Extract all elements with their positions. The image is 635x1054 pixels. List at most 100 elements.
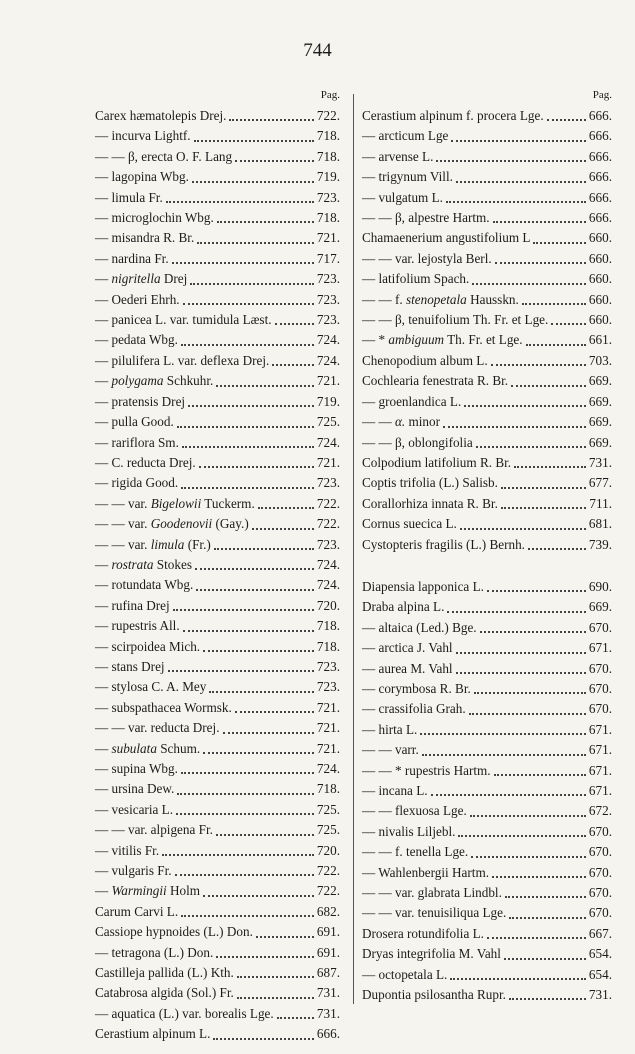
name-part: — pilulifera L. var. deflexa Drej.	[95, 352, 270, 368]
name-part: Cystopteris fragilis (L.) Bernh.	[362, 536, 525, 552]
index-entry: — — β, oblongifolia 669.	[362, 433, 612, 453]
name-part: — — f. tenella Lge.	[362, 844, 469, 860]
page-ref: 721.	[316, 720, 340, 736]
entry-name: — rigida Good.	[95, 473, 178, 493]
page-ref: 667.	[588, 925, 612, 941]
name-part: Cornus suecica L.	[362, 516, 457, 532]
entry-name: — — α. minor	[362, 412, 440, 432]
name-part: nigritella	[111, 271, 161, 287]
index-entry: — incurva Lightf. 718.	[95, 126, 340, 146]
dot-leader	[182, 303, 314, 306]
page-ref: 724.	[316, 556, 340, 572]
entry-name: — — flexuosa Lge.	[362, 801, 467, 821]
index-entry: — arcticum Lge 666.	[362, 126, 612, 146]
page-ref: 670.	[588, 885, 612, 901]
page-ref: 677.	[588, 475, 612, 491]
dot-leader	[235, 160, 314, 163]
name-part: — — var. glabrata Lindbl.	[362, 885, 502, 901]
page-ref: 722.	[316, 863, 340, 879]
dot-leader	[486, 937, 586, 940]
page-ref: 666.	[588, 210, 612, 226]
page-ref: 723.	[316, 189, 340, 205]
index-entry: — rupestris All. 718.	[95, 616, 340, 636]
name-part: Bigelowii	[150, 495, 202, 511]
name-part: Drosera rotundifolia L.	[362, 925, 484, 941]
entry-name: — aurea M. Vahl	[362, 659, 453, 679]
dot-leader	[216, 384, 314, 387]
index-entry: — rigida Good. 723.	[95, 473, 340, 493]
name-part: Cerastium alpinum f. procera Lge.	[362, 108, 544, 123]
entry-name: Carum Carvi L.	[95, 902, 178, 922]
entry-name: — groenlandica L.	[362, 392, 461, 412]
page-ref: 669.	[588, 599, 612, 615]
column-rule	[353, 94, 354, 1004]
index-entry: — rostrata Stokes 724.	[95, 555, 340, 575]
entry-name: — limula Fr.	[95, 188, 163, 208]
entry-name: — nivalis Liljebl.	[362, 822, 455, 842]
entry-name: — rotundata Wbg.	[95, 575, 193, 595]
name-part: — latifolium Spach.	[362, 271, 470, 287]
page-ref: 722.	[316, 495, 340, 511]
dot-leader	[180, 343, 314, 346]
name-part: Holm	[166, 883, 201, 899]
dot-leader	[469, 814, 586, 817]
entry-name: — — var. limula (Fr.)	[95, 535, 211, 555]
name-part: — — varr.	[362, 742, 419, 758]
index-entry: — — β, tenuifolium Th. Fr. et Lge. 660.	[362, 310, 612, 330]
dot-leader	[500, 486, 586, 489]
name-part: — crassifolia Grah.	[362, 701, 466, 717]
entry-block: Carex hæmatolepis Drej. 722. — incurva Lig…	[95, 106, 340, 1045]
name-part: — arvense L.	[362, 148, 434, 164]
index-entry: Carum Carvi L. 682.	[95, 902, 340, 922]
page-ref: 723.	[316, 312, 340, 328]
dot-leader	[203, 894, 314, 897]
index-entry: — — var. Bigelowii Tuckerm. 722.	[95, 494, 340, 514]
page-ref: 669.	[588, 434, 612, 450]
dot-leader	[196, 588, 314, 591]
entry-name: Chamaenerium angustifolium L	[362, 228, 530, 248]
entry-name: — lagopina Wbg.	[95, 167, 189, 187]
name-part: Warmingii	[111, 883, 167, 899]
page-ref: 682.	[316, 903, 340, 919]
name-part: — lagopina Wbg.	[95, 169, 189, 185]
entry-name: — misandra R. Br.	[95, 228, 194, 248]
name-part: —	[95, 556, 112, 572]
entry-name: Corallorhiza innata R. Br.	[362, 494, 498, 514]
dot-leader	[182, 629, 314, 632]
page-number: 744	[303, 40, 332, 61]
dot-leader	[194, 568, 314, 571]
page-ref: 722.	[316, 108, 340, 123]
entry-name: — arctica J. Vahl	[362, 638, 453, 658]
dot-leader	[274, 323, 314, 326]
index-entry: — groenlandica L. 669.	[362, 392, 612, 412]
name-part: — — var. alpigena Fr.	[95, 822, 213, 838]
index-column: Pag. Carex hæmatolepis Drej. 722. — incurva…	[95, 84, 340, 1045]
index-entry: Diapensia lapponica L. 690.	[362, 577, 612, 597]
index-entry: — C. reducta Drej. 721.	[95, 453, 340, 473]
name-part: —	[95, 373, 112, 389]
name-part: —	[95, 271, 112, 287]
dot-leader	[272, 364, 314, 367]
page-ref: 739.	[588, 536, 612, 552]
entry-name: — — β, tenuifolium Th. Fr. et Lge.	[362, 310, 548, 330]
name-part: — rufina Drej	[95, 597, 170, 613]
dot-leader	[197, 241, 314, 244]
name-part: — —	[362, 414, 395, 430]
index-entry: — incana L. 671.	[362, 781, 612, 801]
dot-leader	[421, 753, 586, 756]
name-part: Catabrosa algida (Sol.) Fr.	[95, 985, 234, 1001]
dot-leader	[546, 119, 586, 122]
name-part: — arcticum Lge	[362, 128, 449, 144]
dot-leader	[464, 405, 586, 408]
index-entry: Drosera rotundifolia L. 667.	[362, 924, 612, 944]
index-column: Pag. Cerastium alpinum f. procera Lge. 666…	[362, 84, 612, 1005]
index-entry: — limula Fr. 723.	[95, 188, 340, 208]
dot-leader	[504, 896, 586, 899]
name-part: Goodenovii	[150, 516, 213, 532]
entry-name: — vulgaris Fr.	[95, 861, 172, 881]
index-entry: — subulata Schum. 721.	[95, 739, 340, 759]
index-entry: — altaica (Led.) Bge. 670.	[362, 618, 612, 638]
dot-leader	[172, 609, 314, 612]
entry-name: — arvense L.	[362, 147, 433, 167]
